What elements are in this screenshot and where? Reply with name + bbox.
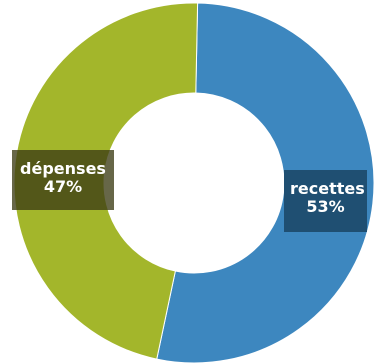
slice-name-recettes: recettes	[290, 179, 365, 198]
slice-label-depenses: dépenses 47%	[12, 150, 114, 210]
slice-name-depenses: dépenses	[20, 159, 106, 178]
slice-percent-recettes: 53%	[306, 197, 345, 216]
slice-label-recettes: recettes 53%	[284, 170, 367, 232]
donut-slice-recettes	[156, 2, 375, 364]
slice-percent-depenses: 47%	[43, 177, 83, 196]
